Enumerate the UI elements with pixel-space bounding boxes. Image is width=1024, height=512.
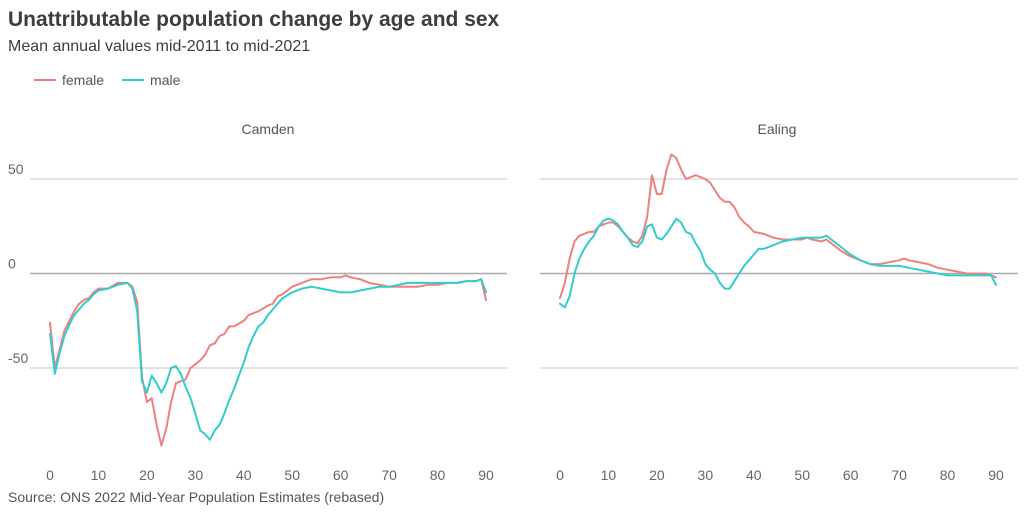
x-tick-label-camden-10: 10: [91, 467, 107, 483]
legend-item-male: male: [122, 72, 180, 88]
y-tick-label-50: 50: [8, 161, 24, 177]
x-tick-label-ealing-70: 70: [891, 467, 907, 483]
x-tick-label-camden-60: 60: [333, 467, 349, 483]
y-tick-label-0: 0: [8, 256, 16, 272]
legend-item-female: female: [34, 72, 104, 88]
series-line-camden-male: [49, 278, 487, 441]
chart-title: Unattributable population change by age …: [8, 8, 500, 31]
series-line-ealing-male: [559, 217, 997, 309]
x-tick-label-camden-30: 30: [188, 467, 204, 483]
legend-swatch-female: [34, 79, 56, 81]
legend-label-female: female: [62, 72, 105, 88]
x-tick-label-ealing-0: 0: [556, 467, 564, 483]
series-line-ealing-female: [559, 153, 997, 300]
facet-title-ealing: Ealing: [758, 121, 797, 137]
x-tick-label-ealing-20: 20: [649, 467, 665, 483]
x-tick-label-ealing-50: 50: [794, 467, 810, 483]
legend-swatch-male: [122, 79, 145, 81]
x-tick-label-camden-0: 0: [46, 467, 54, 483]
x-tick-label-camden-90: 90: [478, 467, 494, 483]
x-tick-label-camden-70: 70: [381, 467, 397, 483]
x-tick-label-ealing-10: 10: [601, 467, 617, 483]
facet-title-camden: Camden: [242, 121, 295, 137]
x-tick-label-camden-50: 50: [284, 467, 300, 483]
y-tick-label-neg50: -50: [8, 350, 28, 366]
x-tick-label-ealing-90: 90: [988, 467, 1004, 483]
x-tick-label-camden-20: 20: [139, 467, 155, 483]
x-tick-label-camden-80: 80: [430, 467, 446, 483]
x-tick-label-ealing-30: 30: [698, 467, 714, 483]
series-line-camden-female: [49, 274, 487, 447]
x-tick-label-ealing-80: 80: [940, 467, 956, 483]
legend: female male: [34, 72, 180, 88]
x-tick-label-ealing-60: 60: [843, 467, 859, 483]
x-tick-label-camden-40: 40: [236, 467, 252, 483]
legend-label-male: male: [150, 72, 181, 88]
source-note: Source: ONS 2022 Mid-Year Population Est…: [8, 489, 385, 505]
chart-subtitle: Mean annual values mid-2011 to mid-2021: [8, 38, 311, 55]
x-tick-label-ealing-40: 40: [746, 467, 762, 483]
